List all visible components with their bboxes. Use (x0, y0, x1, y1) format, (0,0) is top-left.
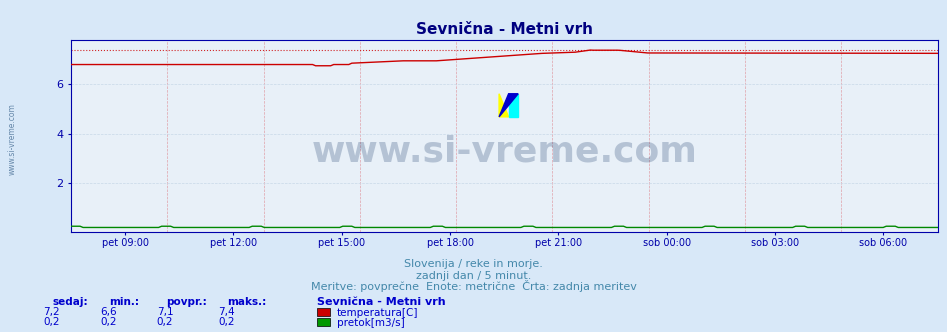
Text: 7,1: 7,1 (156, 307, 173, 317)
Polygon shape (499, 94, 518, 117)
Text: zadnji dan / 5 minut.: zadnji dan / 5 minut. (416, 271, 531, 281)
Text: maks.:: maks.: (227, 297, 266, 307)
Text: www.si-vreme.com: www.si-vreme.com (8, 104, 17, 175)
Text: 6,6: 6,6 (99, 307, 116, 317)
Text: sedaj:: sedaj: (52, 297, 88, 307)
Text: Sevnična - Metni vrh: Sevnična - Metni vrh (317, 297, 446, 307)
Text: 0,2: 0,2 (100, 317, 116, 327)
Text: min.:: min.: (109, 297, 139, 307)
Text: 0,2: 0,2 (219, 317, 235, 327)
Text: www.si-vreme.com: www.si-vreme.com (312, 134, 697, 169)
Polygon shape (509, 94, 518, 117)
Text: Slovenija / reke in morje.: Slovenija / reke in morje. (404, 259, 543, 269)
Text: 0,2: 0,2 (44, 317, 60, 327)
Text: Meritve: povprečne  Enote: metrične  Črta: zadnja meritev: Meritve: povprečne Enote: metrične Črta:… (311, 281, 636, 292)
Text: 7,2: 7,2 (43, 307, 60, 317)
Text: 7,4: 7,4 (218, 307, 235, 317)
Text: 0,2: 0,2 (157, 317, 173, 327)
Text: povpr.:: povpr.: (166, 297, 206, 307)
Title: Sevnična - Metni vrh: Sevnična - Metni vrh (416, 22, 593, 37)
Text: temperatura[C]: temperatura[C] (337, 308, 419, 318)
Text: pretok[m3/s]: pretok[m3/s] (337, 318, 405, 328)
Polygon shape (499, 94, 509, 117)
